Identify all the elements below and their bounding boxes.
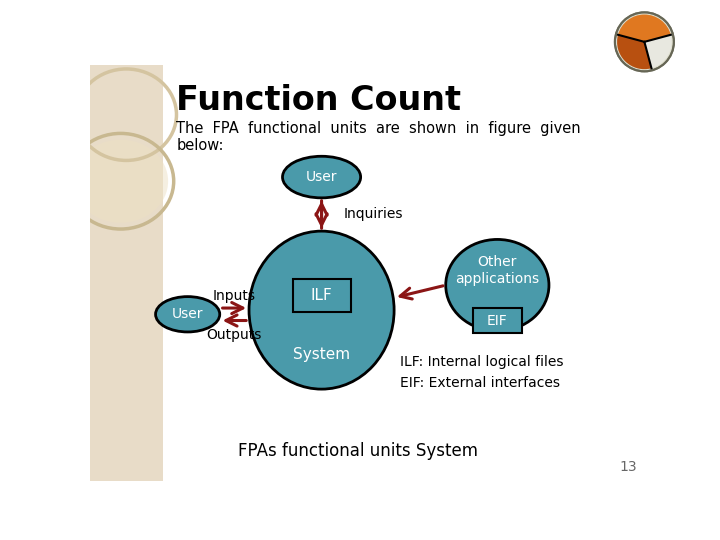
Text: Inputs: Inputs bbox=[213, 288, 256, 302]
Text: Other
applications: Other applications bbox=[455, 255, 539, 286]
Circle shape bbox=[615, 12, 674, 71]
Ellipse shape bbox=[73, 140, 168, 223]
Text: Inquiries: Inquiries bbox=[344, 207, 403, 221]
Bar bbox=[90, 65, 163, 481]
Text: below:: below: bbox=[176, 138, 224, 153]
Ellipse shape bbox=[249, 231, 394, 389]
Text: EIF: External interfaces: EIF: External interfaces bbox=[400, 376, 559, 390]
Ellipse shape bbox=[446, 239, 549, 331]
Ellipse shape bbox=[282, 156, 361, 198]
FancyBboxPatch shape bbox=[292, 279, 351, 312]
Text: ILF: ILF bbox=[311, 288, 333, 303]
Text: Function Count: Function Count bbox=[176, 84, 462, 117]
Wedge shape bbox=[618, 15, 671, 42]
Text: The  FPA  functional  units  are  shown  in  figure  given: The FPA functional units are shown in fi… bbox=[176, 121, 581, 136]
Text: EIF: EIF bbox=[487, 314, 508, 328]
Text: 13: 13 bbox=[619, 461, 637, 474]
Text: FPAs functional units System: FPAs functional units System bbox=[238, 442, 478, 461]
FancyBboxPatch shape bbox=[472, 308, 522, 333]
Wedge shape bbox=[617, 35, 652, 69]
Text: User: User bbox=[172, 307, 203, 321]
Text: ILF: Internal logical files: ILF: Internal logical files bbox=[400, 355, 563, 369]
Ellipse shape bbox=[156, 296, 220, 332]
Text: Outputs: Outputs bbox=[207, 328, 262, 342]
Text: User: User bbox=[306, 170, 337, 184]
Text: System: System bbox=[293, 347, 350, 362]
Wedge shape bbox=[644, 35, 672, 68]
